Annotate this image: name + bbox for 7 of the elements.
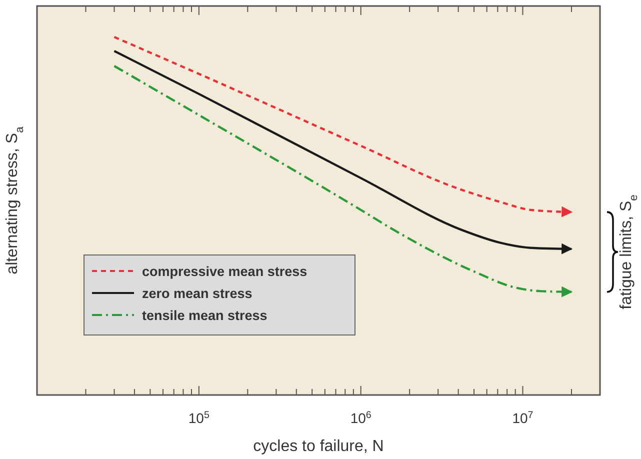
legend-label: compressive mean stress [142, 264, 308, 279]
legend-label: zero mean stress [142, 286, 252, 301]
x-tick-label: 10$^{6}$ [350, 410, 372, 426]
legend-label: tensile mean stress [142, 308, 268, 323]
x-tick-label: 10$^{5}$ [188, 410, 210, 426]
x-axis-title: cycles to failure, N [253, 438, 384, 455]
x-tick-label: 10$^{7}$ [512, 410, 534, 426]
